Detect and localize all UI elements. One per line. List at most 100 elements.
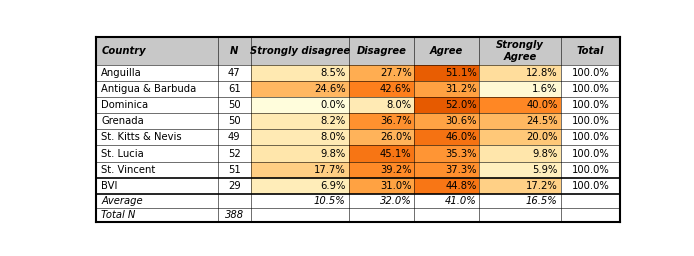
Text: 100.0%: 100.0% (572, 84, 609, 94)
Text: 47: 47 (228, 68, 241, 78)
Bar (479, 113, 561, 130)
Text: 52.0%: 52.0% (445, 100, 477, 110)
Text: BVI: BVI (101, 180, 118, 190)
Bar (218, 37, 251, 65)
Text: 100.0%: 100.0% (572, 148, 609, 158)
Text: Grenada: Grenada (101, 116, 144, 126)
Bar (251, 98, 349, 113)
Text: 6.9%: 6.9% (320, 180, 346, 190)
Text: 16.5%: 16.5% (526, 196, 558, 206)
Bar (96, 145, 218, 162)
Bar (349, 98, 414, 113)
Text: 51: 51 (228, 165, 241, 175)
Bar (479, 162, 561, 178)
Text: 12.8%: 12.8% (526, 68, 558, 78)
Text: 45.1%: 45.1% (380, 148, 412, 158)
Bar (251, 130, 349, 145)
Text: Agree: Agree (430, 46, 464, 56)
Text: 50: 50 (228, 116, 241, 126)
Bar (414, 130, 479, 145)
Text: Total: Total (577, 46, 604, 56)
Text: 0.0%: 0.0% (320, 100, 346, 110)
Bar (349, 178, 414, 194)
Text: Antigua & Barbuda: Antigua & Barbuda (101, 84, 196, 94)
Bar (414, 113, 479, 130)
Text: N: N (230, 46, 238, 56)
Bar (218, 81, 251, 98)
Bar (414, 81, 479, 98)
Bar (479, 145, 561, 162)
Text: 100.0%: 100.0% (572, 132, 609, 143)
Bar (561, 208, 620, 222)
Bar (96, 208, 218, 222)
Text: 20.0%: 20.0% (526, 132, 558, 143)
Bar (561, 162, 620, 178)
Bar (251, 37, 349, 65)
Text: 388: 388 (225, 210, 244, 220)
Bar (218, 113, 251, 130)
Text: 9.8%: 9.8% (532, 148, 558, 158)
Text: 35.3%: 35.3% (445, 148, 477, 158)
Bar (251, 113, 349, 130)
Text: Country: Country (101, 46, 146, 56)
Text: 8.2%: 8.2% (320, 116, 346, 126)
Text: 26.0%: 26.0% (380, 132, 412, 143)
Bar (96, 37, 218, 65)
Text: 52: 52 (228, 148, 241, 158)
Bar (349, 145, 414, 162)
Text: 50: 50 (228, 100, 241, 110)
Text: 8.0%: 8.0% (387, 100, 412, 110)
Bar (414, 98, 479, 113)
Text: St. Lucia: St. Lucia (101, 148, 144, 158)
Text: Anguilla: Anguilla (101, 68, 142, 78)
Bar (218, 194, 251, 208)
Bar (218, 178, 251, 194)
Bar (479, 178, 561, 194)
Bar (218, 130, 251, 145)
Text: St. Kitts & Nevis: St. Kitts & Nevis (101, 132, 182, 143)
Bar (349, 113, 414, 130)
Bar (218, 208, 251, 222)
Text: 30.6%: 30.6% (445, 116, 477, 126)
Text: 31.2%: 31.2% (445, 84, 477, 94)
Bar (561, 113, 620, 130)
Bar (96, 178, 218, 194)
Bar (479, 98, 561, 113)
Text: 31.0%: 31.0% (380, 180, 412, 190)
Text: 100.0%: 100.0% (572, 100, 609, 110)
Bar (251, 208, 349, 222)
Text: 44.8%: 44.8% (445, 180, 477, 190)
Bar (479, 194, 561, 208)
Bar (96, 65, 218, 81)
Text: 27.7%: 27.7% (380, 68, 412, 78)
Text: 9.8%: 9.8% (320, 148, 346, 158)
Text: 10.5%: 10.5% (314, 196, 346, 206)
Text: 51.1%: 51.1% (445, 68, 477, 78)
Text: 41.0%: 41.0% (445, 196, 477, 206)
Bar (96, 98, 218, 113)
Text: Disagree: Disagree (357, 46, 407, 56)
Text: 46.0%: 46.0% (445, 132, 477, 143)
Text: 39.2%: 39.2% (380, 165, 412, 175)
Text: 32.0%: 32.0% (380, 196, 412, 206)
Text: 5.9%: 5.9% (532, 165, 558, 175)
Bar (414, 208, 479, 222)
Bar (479, 37, 561, 65)
Bar (349, 208, 414, 222)
Bar (96, 162, 218, 178)
Bar (561, 81, 620, 98)
Text: Strongly
Agree: Strongly Agree (496, 40, 544, 62)
Bar (96, 130, 218, 145)
Text: Strongly disagree: Strongly disagree (250, 46, 350, 56)
Bar (349, 130, 414, 145)
Text: Average: Average (101, 196, 143, 206)
Text: 100.0%: 100.0% (572, 165, 609, 175)
Text: 36.7%: 36.7% (380, 116, 412, 126)
Bar (218, 98, 251, 113)
Bar (218, 162, 251, 178)
Bar (414, 194, 479, 208)
Text: 17.2%: 17.2% (526, 180, 558, 190)
Bar (561, 37, 620, 65)
Bar (414, 65, 479, 81)
Text: 8.5%: 8.5% (320, 68, 346, 78)
